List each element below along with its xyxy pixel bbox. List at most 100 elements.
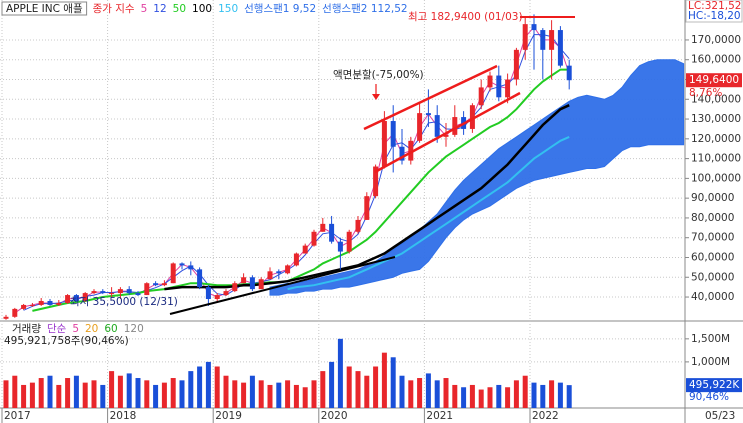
candle-body xyxy=(241,277,247,284)
annotation: 액면분할(-75,00%) xyxy=(333,69,424,81)
chart-subtitle: 495,921,758주(90,46%) xyxy=(4,335,129,347)
candle-body xyxy=(144,283,150,296)
volume-bar xyxy=(91,380,97,408)
x-tick-label: 2018 xyxy=(110,410,137,422)
candle-body xyxy=(566,65,572,81)
volume-bar xyxy=(373,366,379,408)
y-tick-label: 1,500M xyxy=(691,333,730,345)
candle-body xyxy=(452,117,458,135)
volume-bar xyxy=(29,382,35,408)
x-tick-label: 2020 xyxy=(321,410,348,422)
candle-body xyxy=(232,283,238,292)
volume-bar xyxy=(258,380,264,408)
candle-body xyxy=(135,293,141,296)
x-tick-label: 2021 xyxy=(426,410,453,422)
volume-bar xyxy=(249,375,255,408)
volume-bar xyxy=(82,382,88,408)
y-tick-label: 130,0000 xyxy=(691,113,741,125)
annotation: 최고 182,9400 (01/03) xyxy=(408,11,523,23)
x-tick-label: 2022 xyxy=(532,410,559,422)
last-price-box xyxy=(686,73,742,88)
candle-body xyxy=(531,24,537,31)
ma-line xyxy=(32,68,570,312)
volume-bar xyxy=(21,384,27,408)
volume-bar xyxy=(117,375,123,408)
ma-line xyxy=(287,135,570,291)
y-tick-label: 70,0000 xyxy=(691,232,734,244)
candle-body xyxy=(443,134,449,137)
candle-body xyxy=(38,300,44,305)
x-tick-label: 2019 xyxy=(215,410,242,422)
y-tick-label: 110,0000 xyxy=(691,153,741,165)
candle-body xyxy=(29,304,35,306)
candle-body xyxy=(285,265,291,274)
volume-bar xyxy=(469,384,475,408)
candle-body xyxy=(109,293,115,295)
volume-bar xyxy=(109,371,115,408)
legend-label: 거래량 xyxy=(12,323,41,335)
candle-body xyxy=(161,283,167,286)
y-tick-label: 90,0000 xyxy=(691,192,734,204)
volume-bar xyxy=(311,380,317,408)
candle-body xyxy=(117,289,123,294)
volume-bar xyxy=(223,375,229,408)
volume-bar xyxy=(100,384,106,408)
volume-bar xyxy=(38,378,44,408)
volume-bar xyxy=(549,380,555,408)
candle-body xyxy=(91,291,97,294)
candle-body xyxy=(364,196,370,220)
trend-line xyxy=(363,64,498,131)
candle-body xyxy=(478,87,484,106)
candle-body xyxy=(65,295,71,303)
legend-label: 120 xyxy=(124,323,144,335)
volume-bar xyxy=(47,375,53,408)
candle-body xyxy=(3,316,9,319)
candle-body xyxy=(205,287,211,300)
last-volume-change: 90,46% xyxy=(689,391,729,403)
volume-bar xyxy=(452,384,458,408)
legend-label: 60 xyxy=(104,323,117,335)
drawing-layer: 최고 182,9400 (01/03) 액면분할(-75,00%) 최저 35,… xyxy=(70,11,575,315)
last-volume-label: 495,922K xyxy=(689,379,740,391)
candle-body xyxy=(179,263,185,266)
candle-body xyxy=(408,140,414,161)
last-price-label: 149,6400 xyxy=(689,74,739,86)
candle-body xyxy=(258,279,264,290)
candle-body xyxy=(100,291,106,294)
volume-bar xyxy=(285,380,291,408)
volume-bar xyxy=(205,361,211,408)
candle-body xyxy=(197,269,203,288)
volume-bar xyxy=(197,366,203,408)
volume-bar xyxy=(293,384,299,408)
candle-body xyxy=(417,113,423,141)
volume-bar xyxy=(540,384,546,408)
candle-body xyxy=(540,30,546,50)
candle-body xyxy=(557,30,563,66)
candle-body xyxy=(293,253,299,266)
y-tick-label: 1,000M xyxy=(691,356,730,368)
legend-label: 5 xyxy=(141,3,148,15)
y-tick-label: 120,0000 xyxy=(691,133,741,145)
candle-body xyxy=(513,49,519,80)
candle-body xyxy=(267,271,273,280)
volume-bar xyxy=(232,380,238,408)
y-tick-label: 80,0000 xyxy=(691,212,734,224)
candle-body xyxy=(249,277,255,290)
cloud xyxy=(269,59,685,296)
volume-bar xyxy=(355,371,361,408)
volume-bar xyxy=(65,378,71,408)
candle-body xyxy=(381,121,387,167)
volume-bar xyxy=(3,380,9,408)
candle-body xyxy=(522,24,528,50)
candle-body xyxy=(302,245,308,254)
legend-label: 선행스팬1 9,52 xyxy=(244,3,316,15)
candle-body xyxy=(214,295,220,300)
volume-bar xyxy=(443,378,449,408)
volume-bar xyxy=(276,382,282,408)
candle-body xyxy=(337,241,343,252)
chart-title: APPLE INC 애플 xyxy=(6,3,83,15)
volume-bar xyxy=(337,338,343,408)
candle-body xyxy=(276,271,282,274)
volume-bar xyxy=(425,373,431,408)
volume-bar xyxy=(531,382,537,408)
